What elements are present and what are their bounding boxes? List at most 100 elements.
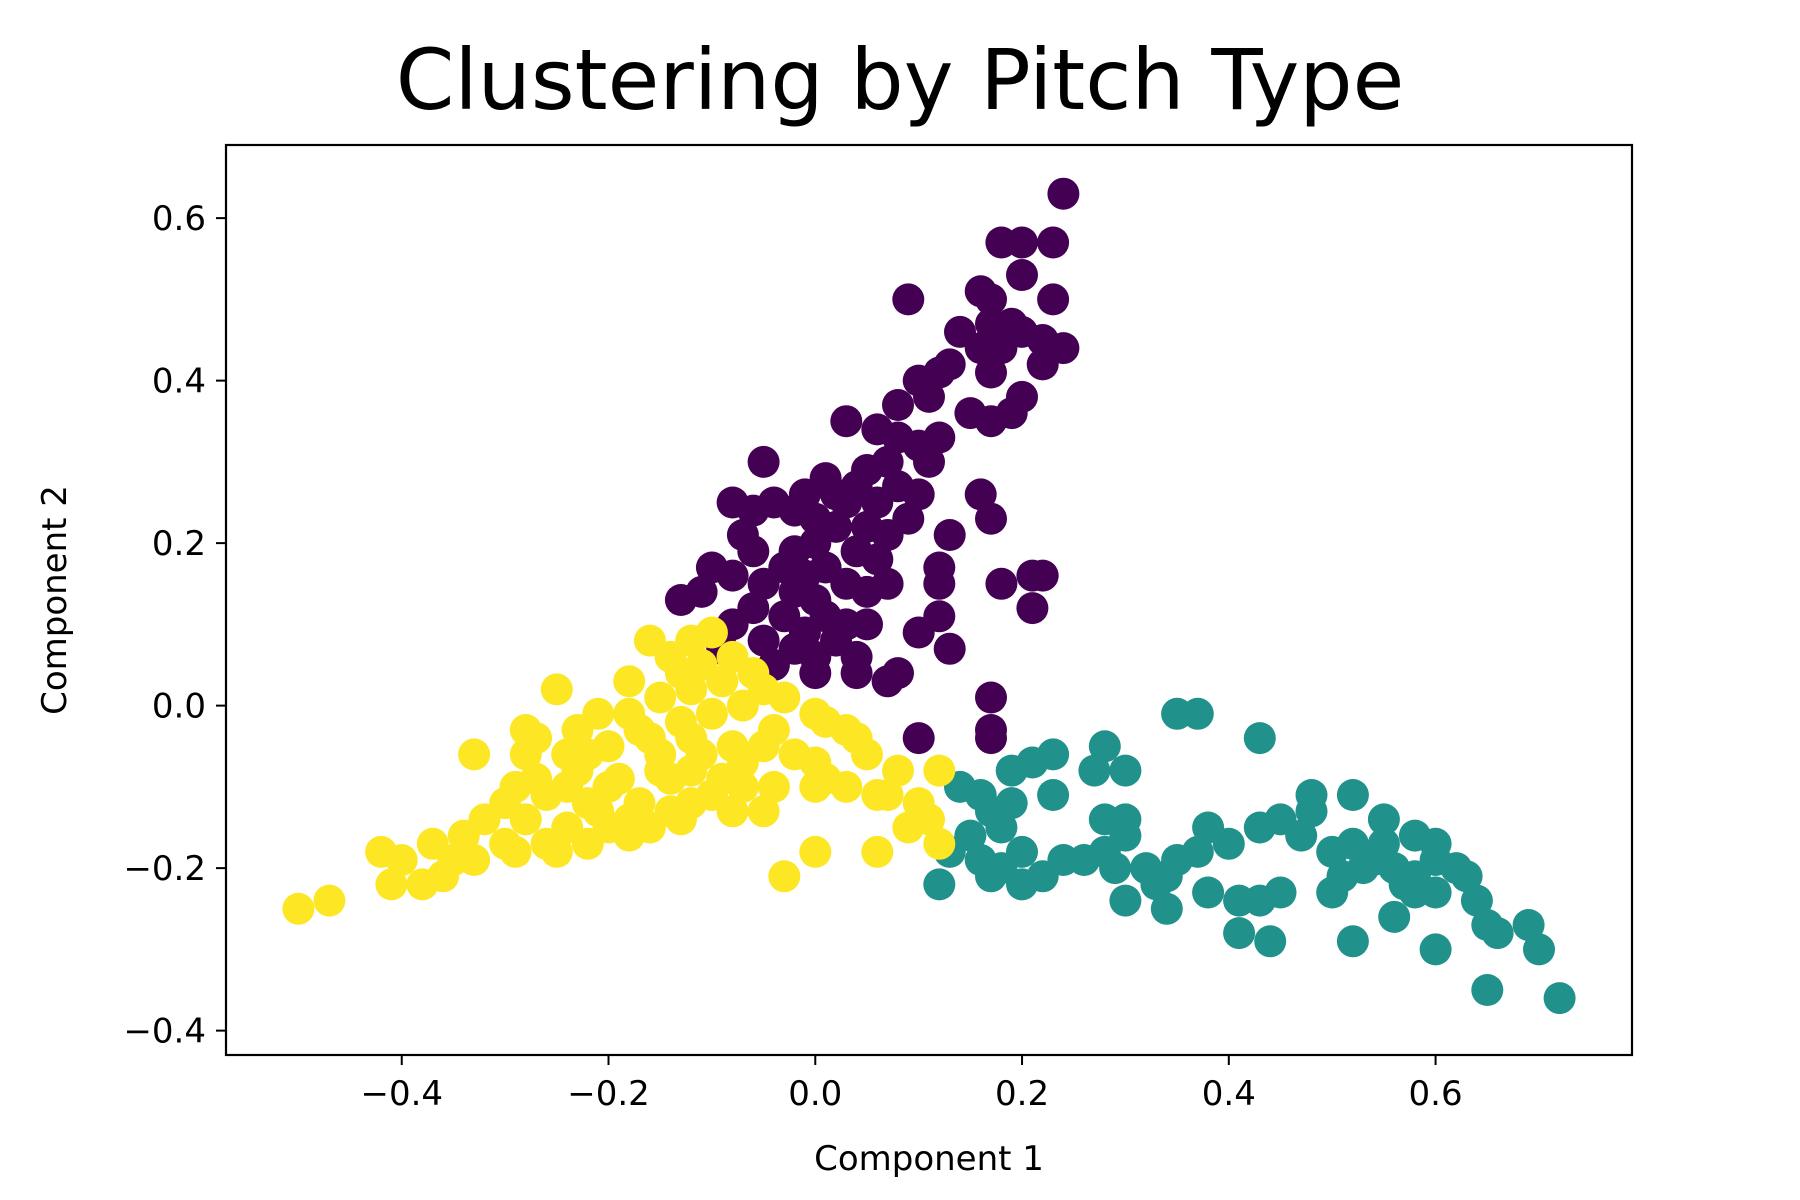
scatter-point	[1037, 226, 1070, 259]
scatter-point	[282, 892, 315, 925]
scatter-point	[1109, 884, 1142, 917]
scatter-point	[933, 519, 966, 551]
scatter-point	[447, 819, 480, 852]
scatter-point	[633, 722, 666, 755]
scatter-point	[892, 502, 925, 535]
scatter-point	[561, 714, 594, 746]
scatter-point	[861, 486, 894, 519]
scatter-point	[820, 478, 852, 511]
scatter-point	[747, 445, 780, 478]
scatter-point	[675, 754, 708, 787]
scatter-point	[975, 681, 1007, 714]
scatter-point	[716, 559, 749, 592]
scatter-point	[1026, 348, 1059, 381]
x-axis: −0.4 −0.2 0.0 0.2 0.4 0.6	[360, 1055, 1463, 1114]
scatter-point	[747, 795, 780, 828]
scatter-point	[644, 754, 677, 787]
scatter-point	[499, 770, 532, 803]
scatter-point	[716, 486, 749, 519]
scatter-point	[1336, 925, 1369, 958]
scatter-point	[985, 852, 1018, 885]
scatter-point	[923, 567, 956, 600]
scatter-point	[1181, 835, 1214, 868]
scatter-point	[871, 567, 904, 600]
y-tick-label: 0.4	[152, 362, 206, 402]
plot-area-frame	[224, 143, 1634, 1057]
x-tick-label: 0.0	[788, 1074, 842, 1114]
scatter-point	[747, 624, 780, 657]
scatter-point	[1523, 933, 1555, 966]
scatter-point	[913, 803, 945, 836]
x-tick-label: 0.6	[1409, 1074, 1463, 1114]
scatter-point	[1223, 917, 1256, 950]
scatter-point	[1181, 697, 1214, 730]
scatter-point	[799, 835, 832, 868]
scatter-point	[975, 502, 1007, 535]
scatter-point	[726, 770, 759, 803]
scatter-point	[923, 421, 956, 454]
scatter-point	[1367, 827, 1400, 860]
y-axis-label: Component 2	[35, 485, 75, 715]
scatter-point	[902, 722, 935, 755]
scatter-point	[892, 283, 925, 316]
scatter-point	[788, 616, 821, 649]
scatter-point	[664, 584, 697, 616]
scatter-point	[1099, 852, 1132, 885]
scatter-point	[913, 380, 945, 413]
scatter-point	[675, 673, 708, 706]
scatter-point	[520, 722, 553, 755]
scatter-point	[458, 738, 491, 771]
scatter-point	[757, 770, 790, 803]
y-tick-label: −0.4	[123, 1012, 206, 1052]
scatter-point	[458, 844, 491, 876]
scatter-point	[592, 770, 625, 803]
scatter-point	[830, 405, 863, 438]
scatter-point	[706, 665, 739, 698]
scatter-point	[726, 689, 759, 722]
x-tick-label: 0.2	[995, 1074, 1049, 1114]
scatter-point	[1016, 746, 1049, 779]
scatter-point	[654, 795, 687, 828]
scatter-point	[375, 868, 408, 901]
scatter-point	[933, 632, 966, 665]
scatter-point	[871, 779, 904, 811]
scatter-point	[975, 283, 1007, 316]
scatter-point	[882, 657, 914, 690]
scatter-point	[1481, 917, 1514, 950]
scatter-point	[799, 657, 832, 690]
scatter-point	[768, 681, 801, 714]
scatter-point	[1512, 909, 1545, 941]
scatter-point	[1243, 722, 1276, 755]
y-tick-label: 0.0	[152, 687, 206, 727]
scatter-point	[571, 738, 604, 771]
scatter-point	[1192, 876, 1225, 909]
scatter-point	[954, 819, 987, 852]
scatter-point	[613, 665, 646, 698]
scatter-point	[1212, 827, 1245, 860]
scatter-point	[840, 640, 873, 673]
scatter-point	[1243, 884, 1276, 917]
chart-title: Clustering by Pitch Type	[395, 31, 1405, 129]
scatter-point	[747, 567, 780, 600]
scatter-point	[613, 803, 646, 836]
y-tick-label: 0.2	[152, 524, 206, 564]
scatter-point	[571, 827, 604, 860]
scatter-point	[975, 356, 1007, 389]
scatter-point	[1140, 868, 1173, 901]
scatter-point	[975, 405, 1007, 438]
scatter-point	[923, 827, 956, 860]
scatter-point	[882, 389, 914, 421]
scatter-point	[902, 478, 935, 511]
scatter-point	[1047, 177, 1080, 210]
scatter-point	[695, 697, 728, 730]
scatter-point	[768, 860, 801, 893]
scatter-point	[1109, 754, 1142, 787]
scatter-point	[313, 884, 346, 917]
scatter-point	[1378, 900, 1411, 933]
scatter-point	[861, 835, 894, 868]
scatter-point	[964, 478, 997, 511]
scatter-point	[851, 608, 883, 641]
scatter-point	[540, 835, 573, 868]
x-tick-label: −0.4	[360, 1074, 443, 1114]
scatter-point	[1450, 860, 1483, 893]
